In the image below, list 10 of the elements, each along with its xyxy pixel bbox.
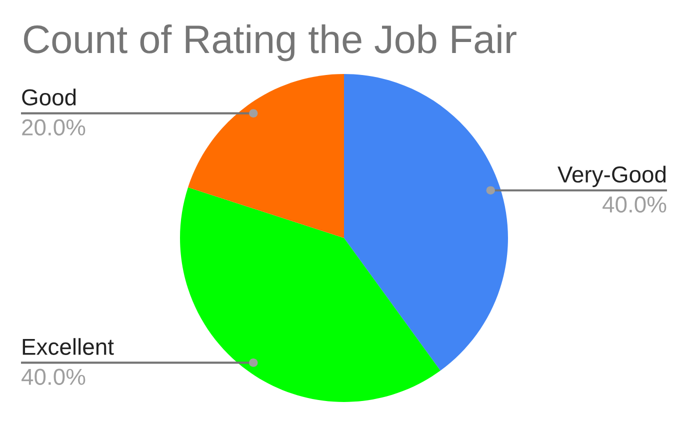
chart-title: Count of Rating the Job Fair — [24, 24, 516, 62]
data-label: 40.0% — [22, 368, 86, 385]
slice-label: Good — [22, 88, 76, 106]
slice-label: Very-Good — [558, 166, 666, 188]
pie-slice — [344, 74, 508, 371]
pie-slice — [188, 74, 344, 238]
data-label: 40.0% — [602, 196, 666, 213]
pie-slice — [180, 187, 440, 402]
slice-label: Excellent — [22, 338, 114, 355]
data-label: 20.0% — [22, 119, 86, 136]
